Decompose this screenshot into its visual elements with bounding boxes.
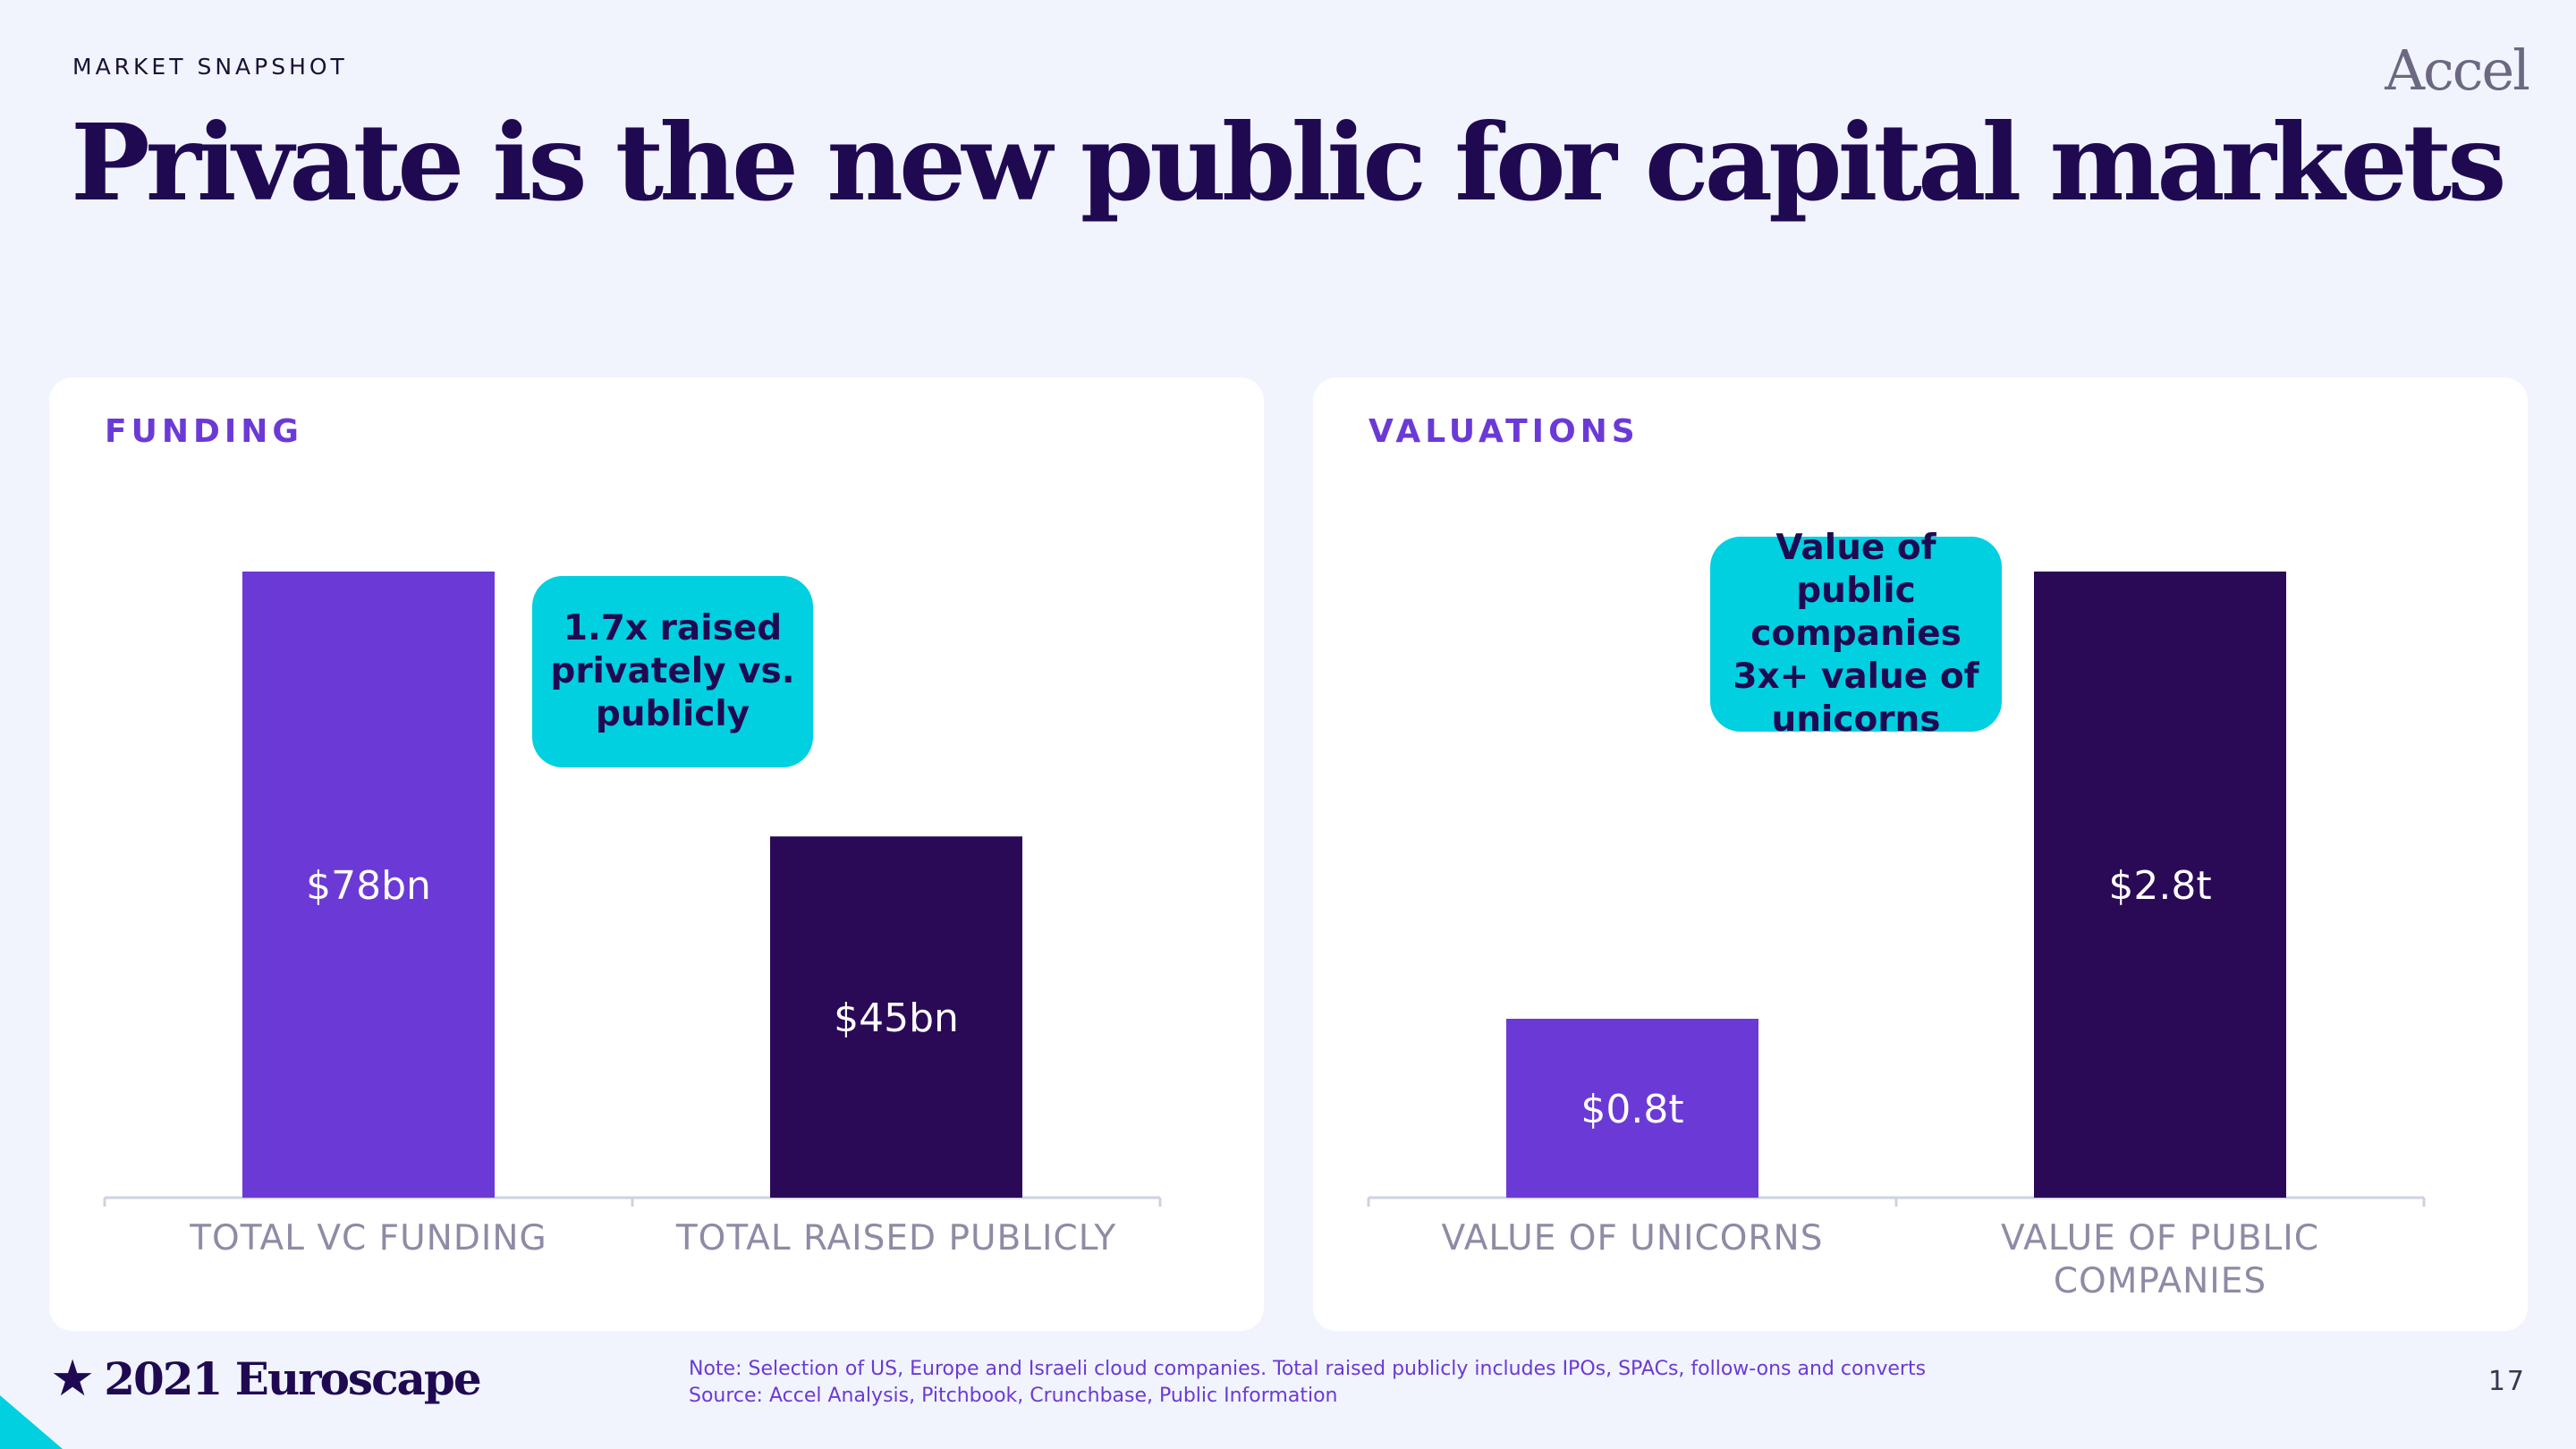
valuations-category-label: VALUE OF UNICORNS (1442, 1218, 1824, 1258)
funding-panel: FUNDING $78bn TOTAL VC FUNDING $45bn TOTAL … (49, 377, 1264, 1331)
valuations-data-label: $0.8t (1580, 1087, 1683, 1132)
euroscape-brand: ★ 2021 Euroscape (50, 1349, 482, 1408)
valuations-panel-title: VALUATIONS (1368, 413, 1640, 450)
funding-bar (242, 572, 495, 1198)
funding-data-label: $78bn (306, 863, 431, 909)
funding-data-label: $45bn (834, 996, 959, 1041)
valuations-category-label: VALUE OF PUBLIC (2001, 1218, 2319, 1258)
valuations-callout-line: 3x+ value of (1733, 657, 1979, 697)
funding-category-label: TOTAL VC FUNDING (189, 1218, 547, 1258)
funding-bar (770, 836, 1022, 1198)
funding-panel-title: FUNDING (105, 413, 303, 450)
funding-category-label: TOTAL RAISED PUBLICLY (675, 1218, 1116, 1258)
valuations-data-label: $2.8t (2108, 863, 2211, 909)
valuations-bar (2034, 572, 2286, 1198)
funding-callout-line: publicly (595, 694, 750, 734)
funding-callout-line: 1.7x raised (563, 608, 783, 648)
valuations-chart: $0.8t VALUE OF UNICORNS $2.8t VALUE OF PUBL… (1367, 572, 2426, 1301)
funding-callout: 1.7x raised privately vs. publicly (532, 576, 813, 767)
eyebrow-label: MARKET SNAPSHOT (72, 54, 348, 80)
page-number: 17 (2487, 1366, 2526, 1397)
valuations-callout-line: unicorns (1771, 699, 1941, 740)
funding-callout-line: privately vs. (550, 651, 795, 691)
note-text: Note: Selection of US, Europe and Israel… (689, 1358, 1927, 1380)
valuations-category-label: COMPANIES (2054, 1261, 2267, 1301)
accel-logo: Accel (2385, 38, 2530, 103)
star-icon: ★ (50, 1349, 96, 1408)
teal-corner-decoration (0, 1395, 63, 1449)
euroscape-brand-name: 2021 Euroscape (104, 1352, 481, 1405)
valuations-callout: Value of public companies 3x+ value of u… (1710, 528, 2002, 740)
slide-title: Private is the new public for capital ma… (71, 100, 2507, 225)
footnotes: Note: Selection of US, Europe and Israel… (689, 1356, 1926, 1410)
source-text: Source: Accel Analysis, Pitchbook, Crunc… (689, 1385, 1338, 1407)
funding-chart: $78bn TOTAL VC FUNDING $45bn TOTAL RAISED P… (103, 572, 1162, 1258)
valuations-panel: VALUATIONS $0.8t VALUE OF UNICORNS $2.8t VA… (1313, 377, 2528, 1331)
valuations-bar (1506, 1019, 1758, 1198)
valuations-callout-line: Value of public (1775, 528, 1936, 611)
valuations-callout-line: companies (1750, 614, 1962, 654)
